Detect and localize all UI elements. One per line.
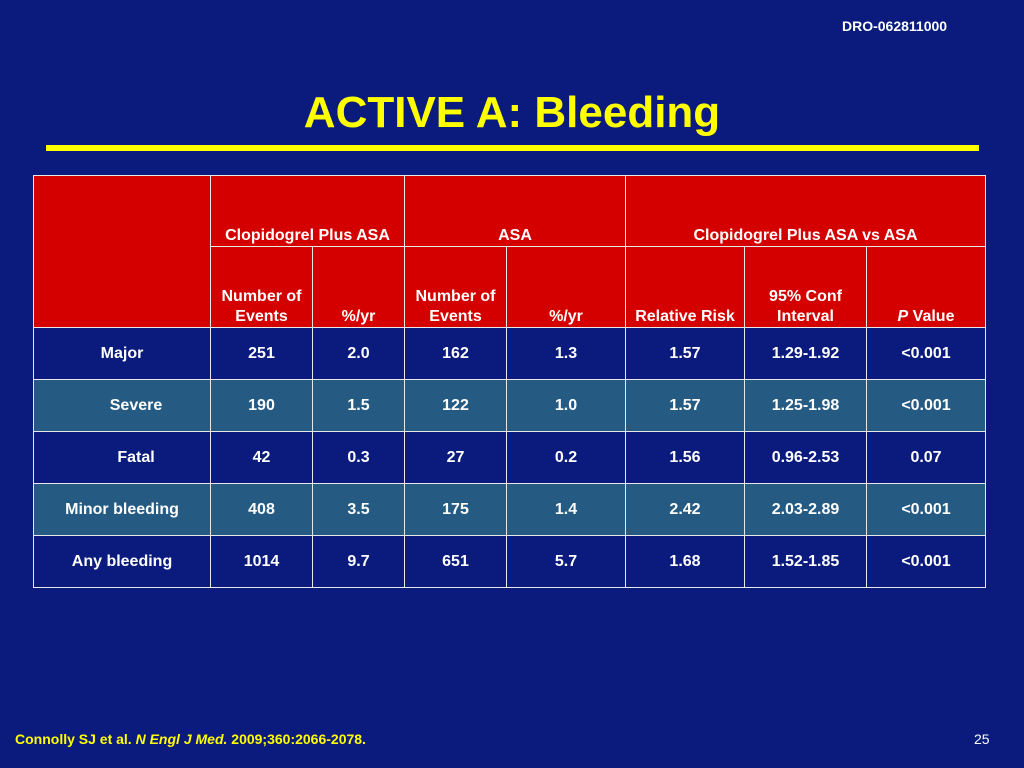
- cell-relative-risk: 1.57: [625, 379, 745, 432]
- header-p-value: P Value: [865, 246, 987, 328]
- cell-clop-events: 251: [210, 327, 313, 380]
- header-comparison: Clopidogrel Plus ASA vs ASA: [624, 175, 987, 247]
- table-row: Fatal 42 0.3 27 0.2 1.56 0.96-2.53 0.07: [33, 431, 987, 484]
- cell-p-value: <0.001: [865, 379, 987, 432]
- p-italic: P: [897, 308, 909, 325]
- cell-asa-rate: 5.7: [506, 535, 626, 588]
- cell-relative-risk: 1.56: [625, 431, 745, 484]
- row-label: Minor bleeding: [33, 483, 211, 536]
- cell-p-value: <0.001: [865, 535, 987, 588]
- cell-asa-rate: 1.0: [506, 379, 626, 432]
- p-value-label: Value: [908, 308, 955, 325]
- citation-details: 2009;360:2066-2078.: [227, 731, 366, 747]
- cell-relative-risk: 1.57: [625, 327, 745, 380]
- header-asa: ASA: [404, 175, 626, 247]
- row-label: Major: [33, 327, 211, 380]
- document-id: DRO-062811000: [842, 18, 948, 34]
- cell-conf-interval: 1.29-1.92: [744, 327, 867, 380]
- cell-conf-interval: 2.03-2.89: [744, 483, 867, 536]
- group-header-row: Clopidogrel Plus ASA ASA Clopidogrel Plu…: [33, 175, 987, 247]
- bleeding-table: Clopidogrel Plus ASA ASA Clopidogrel Plu…: [33, 175, 987, 588]
- cell-conf-interval: 1.52-1.85: [744, 535, 867, 588]
- cell-asa-events: 175: [404, 483, 507, 536]
- cell-clop-rate: 3.5: [312, 483, 405, 536]
- table-row: Major 251 2.0 162 1.3 1.57 1.29-1.92 <0.…: [33, 327, 987, 380]
- cell-asa-rate: 1.4: [506, 483, 626, 536]
- header-corner-lower: [33, 246, 211, 328]
- page-number: 25: [974, 731, 990, 747]
- cell-clop-events: 190: [210, 379, 313, 432]
- cell-clop-events: 408: [210, 483, 313, 536]
- cell-clop-events: 42: [210, 431, 313, 484]
- cell-relative-risk: 1.68: [625, 535, 745, 588]
- table-row: Severe 190 1.5 122 1.0 1.57 1.25-1.98 <0…: [33, 379, 987, 432]
- header-conf-interval: 95% Conf Interval: [744, 246, 867, 328]
- header-corner: [33, 175, 211, 247]
- cell-clop-rate: 0.3: [312, 431, 405, 484]
- cell-clop-rate: 9.7: [312, 535, 405, 588]
- slide-title: ACTIVE A: Bleeding: [303, 88, 721, 137]
- citation-authors: Connolly SJ et al.: [15, 731, 136, 747]
- cell-conf-interval: 1.25-1.98: [744, 379, 867, 432]
- table-row: Any bleeding 1014 9.7 651 5.7 1.68 1.52-…: [33, 535, 987, 588]
- row-label: Severe: [33, 379, 211, 432]
- header-clop-events: Number of Events: [210, 246, 313, 328]
- cell-clop-rate: 2.0: [312, 327, 405, 380]
- cell-p-value: 0.07: [865, 431, 987, 484]
- header-clop-rate: %/yr: [312, 246, 405, 328]
- header-relative-risk: Relative Risk: [625, 246, 745, 328]
- row-label: Any bleeding: [33, 535, 211, 588]
- title-underline: [46, 145, 979, 151]
- citation: Connolly SJ et al. N Engl J Med. 2009;36…: [15, 731, 366, 747]
- cell-asa-events: 651: [404, 535, 507, 588]
- sub-header-row: Number of Events %/yr Number of Events %…: [33, 246, 987, 328]
- cell-asa-events: 162: [404, 327, 507, 380]
- cell-p-value: <0.001: [865, 327, 987, 380]
- cell-conf-interval: 0.96-2.53: [744, 431, 867, 484]
- cell-clop-events: 1014: [210, 535, 313, 588]
- row-label: Fatal: [33, 431, 211, 484]
- cell-asa-events: 27: [404, 431, 507, 484]
- cell-asa-rate: 0.2: [506, 431, 626, 484]
- header-clopidogrel-asa: Clopidogrel Plus ASA: [210, 175, 405, 247]
- cell-asa-rate: 1.3: [506, 327, 626, 380]
- cell-asa-events: 122: [404, 379, 507, 432]
- cell-p-value: <0.001: [865, 483, 987, 536]
- table-row: Minor bleeding 408 3.5 175 1.4 2.42 2.03…: [33, 483, 987, 536]
- cell-clop-rate: 1.5: [312, 379, 405, 432]
- cell-relative-risk: 2.42: [625, 483, 745, 536]
- header-asa-events: Number of Events: [404, 246, 507, 328]
- header-asa-rate: %/yr: [506, 246, 626, 328]
- citation-journal: N Engl J Med.: [135, 731, 228, 747]
